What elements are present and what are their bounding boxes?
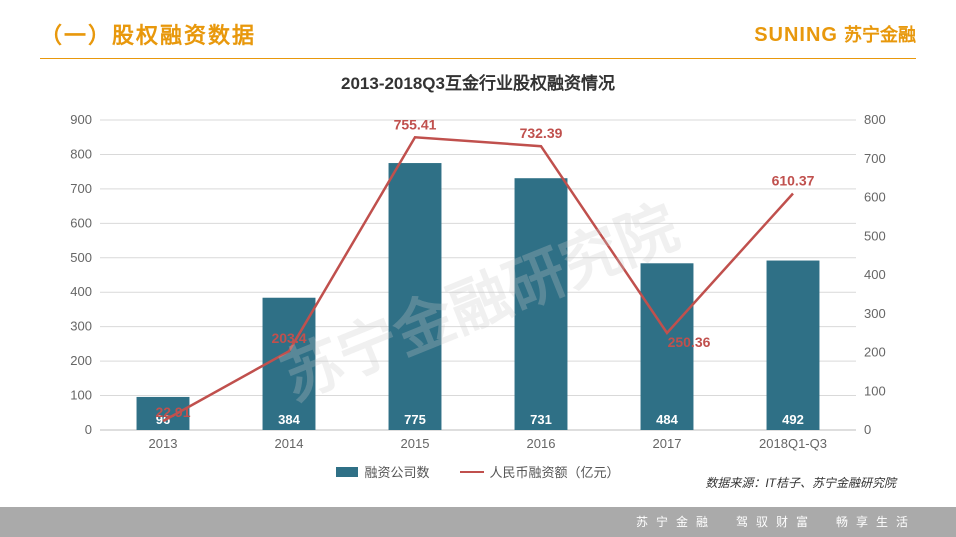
svg-text:300: 300 (70, 319, 92, 334)
x-tick-label: 2015 (401, 436, 430, 451)
x-tick-label: 2017 (653, 436, 682, 451)
svg-text:400: 400 (70, 284, 92, 299)
x-tick-label: 2014 (275, 436, 304, 451)
chart-title: 2013-2018Q3互金行业股权融资情况 (0, 69, 956, 94)
line-value: 203.4 (271, 330, 306, 346)
x-tick-label: 2013 (149, 436, 178, 451)
line-value: 22.91 (155, 404, 190, 420)
line-value: 250.36 (668, 334, 711, 350)
bar-value: 731 (530, 412, 552, 427)
x-tick-label: 2018Q1-Q3 (759, 436, 827, 451)
svg-text:800: 800 (864, 112, 886, 127)
chart: 苏宁金融研究院 01002003004005006007008009000100… (40, 100, 916, 460)
header: （一）股权融资数据 SUNING 苏宁金融 (0, 0, 956, 58)
line-value: 755.41 (394, 116, 437, 132)
legend-line-label: 人民币融资额（亿元） (490, 462, 620, 481)
legend-bar: 融资公司数 (336, 462, 429, 481)
bar (767, 261, 820, 430)
brand: SUNING 苏宁金融 (754, 21, 916, 47)
svg-text:300: 300 (864, 306, 886, 321)
bar-swatch (336, 467, 358, 477)
svg-text:800: 800 (70, 146, 92, 161)
bar (515, 178, 568, 430)
line-swatch (460, 471, 484, 473)
svg-text:100: 100 (70, 388, 92, 403)
line-value: 732.39 (520, 125, 563, 141)
bar-value: 484 (656, 412, 678, 427)
x-tick-label: 2016 (527, 436, 556, 451)
bar-value: 775 (404, 412, 426, 427)
svg-text:200: 200 (864, 345, 886, 360)
bar-value: 492 (782, 412, 804, 427)
svg-text:0: 0 (85, 422, 92, 437)
svg-text:500: 500 (864, 228, 886, 243)
divider (40, 58, 916, 59)
data-source: 数据来源：IT桔子、苏宁金融研究院 (705, 474, 896, 491)
svg-text:600: 600 (70, 215, 92, 230)
chart-svg: 0 100 200 300 400 500 600 700 800 900 0 100 200 300 40… (40, 100, 916, 460)
svg-text:400: 400 (864, 267, 886, 282)
legend-line: 人民币融资额（亿元） (460, 462, 620, 481)
svg-text:500: 500 (70, 250, 92, 265)
section-title: （一）股权融资数据 (40, 18, 256, 50)
svg-text:900: 900 (70, 112, 92, 127)
bar-value: 384 (278, 412, 300, 427)
footer: 苏宁金融 驾驭财富 畅享生活 (0, 507, 956, 537)
svg-text:700: 700 (70, 181, 92, 196)
brand-cn: 苏宁金融 (844, 21, 916, 47)
svg-text:0: 0 (864, 422, 871, 437)
bar (389, 163, 442, 430)
svg-text:700: 700 (864, 151, 886, 166)
svg-text:100: 100 (864, 383, 886, 398)
brand-en: SUNING (754, 24, 838, 47)
svg-text:200: 200 (70, 353, 92, 368)
legend-bar-label: 融资公司数 (364, 462, 429, 481)
svg-text:600: 600 (864, 190, 886, 205)
line-value: 610.37 (772, 172, 815, 188)
line-path (163, 137, 793, 421)
